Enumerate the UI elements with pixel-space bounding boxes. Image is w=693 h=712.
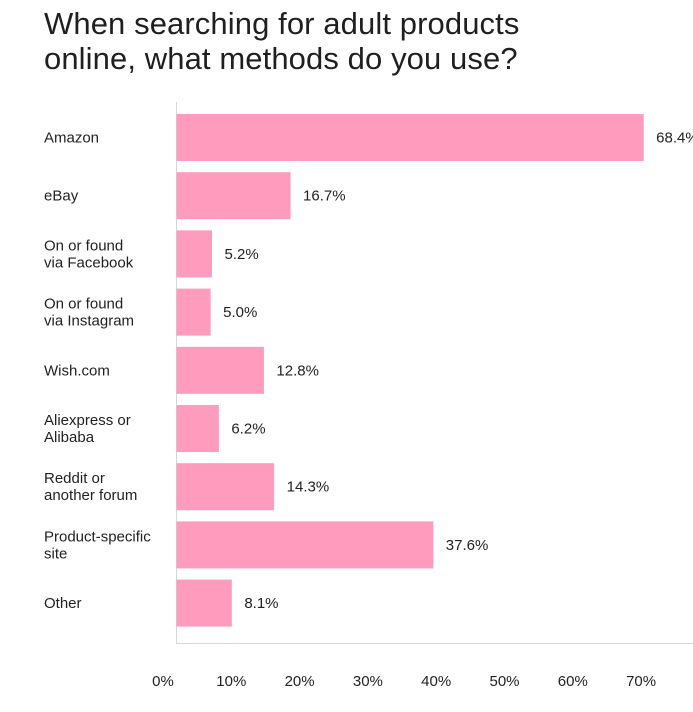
value-label-7: 14.3% <box>287 479 330 496</box>
category-label-3-line-2: via Facebook <box>44 254 134 271</box>
x-tick-label-30: 30% <box>353 673 383 690</box>
category-label-4-line-2: via Instagram <box>44 313 134 330</box>
value-label-9: 8.1% <box>244 595 278 612</box>
category-label-1: Amazon <box>44 130 99 147</box>
category-label-9-line-1: Other <box>44 595 82 612</box>
chart-title-line-1: When searching for adult products <box>44 6 520 41</box>
category-label-9: Other <box>44 595 82 612</box>
bar-5 <box>176 346 264 394</box>
x-tick-label-60: 60% <box>558 673 588 690</box>
category-label-8: Product-specific site <box>44 528 151 562</box>
x-tick-label-10: 10% <box>216 673 246 690</box>
category-label-5: Wish.com <box>44 362 110 379</box>
bars-layer <box>176 114 644 627</box>
x-tick-label-20: 20% <box>285 673 315 690</box>
bar-1 <box>176 114 644 161</box>
category-label-1-line-1: Amazon <box>44 130 99 147</box>
bar-3 <box>176 230 213 278</box>
category-label-4: On or found via Instagram <box>44 296 134 330</box>
x-tick-label-70: 70% <box>626 673 656 690</box>
category-label-4-line-1: On or found <box>44 296 123 313</box>
x-tick-label-40: 40% <box>421 673 451 690</box>
bar-8 <box>176 521 434 569</box>
chart-title: When searching for adult products online… <box>44 6 684 76</box>
x-tick-labels-layer: 0% 10% 20% 30% 40% 50% 60% 70% <box>152 673 656 690</box>
bar-6 <box>176 405 219 452</box>
category-label-3: On or found via Facebook <box>44 237 134 271</box>
chart-title-line-2: online, what methods do you use? <box>44 41 518 76</box>
category-label-6-line-1: Aliexpress or <box>44 412 131 429</box>
category-label-2-line-1: eBay <box>44 188 79 205</box>
category-label-8-line-1: Product-specific <box>44 528 151 545</box>
category-label-7-line-1: Reddit or <box>44 470 105 487</box>
category-label-3-line-1: On or found <box>44 237 123 254</box>
value-label-5: 12.8% <box>276 362 319 379</box>
value-label-1: 68.4% <box>656 130 693 147</box>
bar-9 <box>176 579 232 627</box>
value-label-2: 16.7% <box>303 188 346 205</box>
x-tick-label-0: 0% <box>152 673 174 690</box>
category-label-7-line-2: another forum <box>44 487 137 504</box>
bar-2 <box>176 172 291 220</box>
category-label-2: eBay <box>44 188 79 205</box>
value-labels-layer: 68.4% 16.7% 5.2% 5.0% 12.8% 6.2% 14.3% 37.6% 8.1… <box>223 130 693 613</box>
value-label-6: 6.2% <box>231 421 265 438</box>
category-label-6-line-2: Alibaba <box>44 429 95 446</box>
value-label-4: 5.0% <box>223 304 257 321</box>
value-label-3: 5.2% <box>225 246 259 263</box>
x-tick-label-50: 50% <box>489 673 519 690</box>
bar-7 <box>176 463 275 511</box>
category-label-8-line-2: site <box>44 545 67 562</box>
category-label-6: Aliexpress or Alibaba <box>44 412 131 446</box>
bar-4 <box>176 288 211 336</box>
category-label-5-line-1: Wish.com <box>44 362 110 379</box>
value-label-8: 37.6% <box>446 537 489 554</box>
category-label-7: Reddit or another forum <box>44 470 137 504</box>
